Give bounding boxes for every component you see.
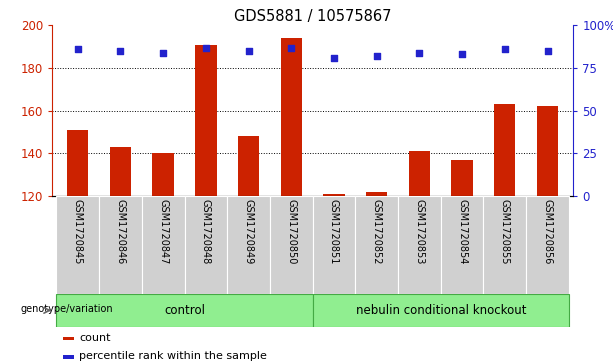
Bar [63,337,74,340]
FancyBboxPatch shape [526,196,569,294]
Bar [537,106,558,196]
Text: GSM1720849: GSM1720849 [243,199,254,264]
Text: GSM1720855: GSM1720855 [500,199,510,265]
Point [158,50,168,56]
Bar [238,136,259,196]
Bar [153,153,174,196]
FancyBboxPatch shape [356,196,398,294]
Text: nebulin conditional knockout: nebulin conditional knockout [356,304,526,317]
FancyBboxPatch shape [313,196,356,294]
Text: control: control [164,304,205,317]
Point [329,55,339,61]
Point [372,53,382,59]
Bar [323,194,345,196]
FancyBboxPatch shape [227,196,270,294]
Bar [110,147,131,196]
FancyBboxPatch shape [313,294,569,327]
FancyBboxPatch shape [142,196,185,294]
FancyBboxPatch shape [56,196,99,294]
Bar [494,104,516,196]
Bar [409,151,430,196]
Point [73,46,83,52]
FancyBboxPatch shape [398,196,441,294]
Point [414,50,424,56]
Point [201,45,211,50]
FancyBboxPatch shape [99,196,142,294]
Text: GSM1720845: GSM1720845 [73,199,83,264]
FancyBboxPatch shape [185,196,227,294]
Text: count: count [79,333,111,343]
Text: percentile rank within the sample: percentile rank within the sample [79,351,267,361]
Text: GSM1720850: GSM1720850 [286,199,296,264]
FancyBboxPatch shape [484,196,526,294]
Point [115,48,125,54]
Point [286,45,296,50]
Bar [195,45,216,196]
Bar [281,38,302,196]
Text: genotype/variation: genotype/variation [20,304,113,314]
Point [543,48,552,54]
Title: GDS5881 / 10575867: GDS5881 / 10575867 [234,9,391,24]
Bar [366,192,387,196]
FancyBboxPatch shape [56,294,313,327]
Point [243,48,253,54]
Text: GSM1720848: GSM1720848 [201,199,211,264]
Text: GSM1720851: GSM1720851 [329,199,339,264]
FancyBboxPatch shape [270,196,313,294]
Text: GSM1720852: GSM1720852 [371,199,382,265]
Text: GSM1720853: GSM1720853 [414,199,424,264]
Text: GSM1720846: GSM1720846 [115,199,126,264]
Point [500,46,510,52]
Text: GSM1720856: GSM1720856 [543,199,552,264]
Bar [63,355,74,359]
FancyBboxPatch shape [441,196,484,294]
Bar [451,160,473,196]
Bar [67,130,88,196]
Text: GSM1720854: GSM1720854 [457,199,467,264]
Text: GSM1720847: GSM1720847 [158,199,168,264]
Point [457,52,467,57]
